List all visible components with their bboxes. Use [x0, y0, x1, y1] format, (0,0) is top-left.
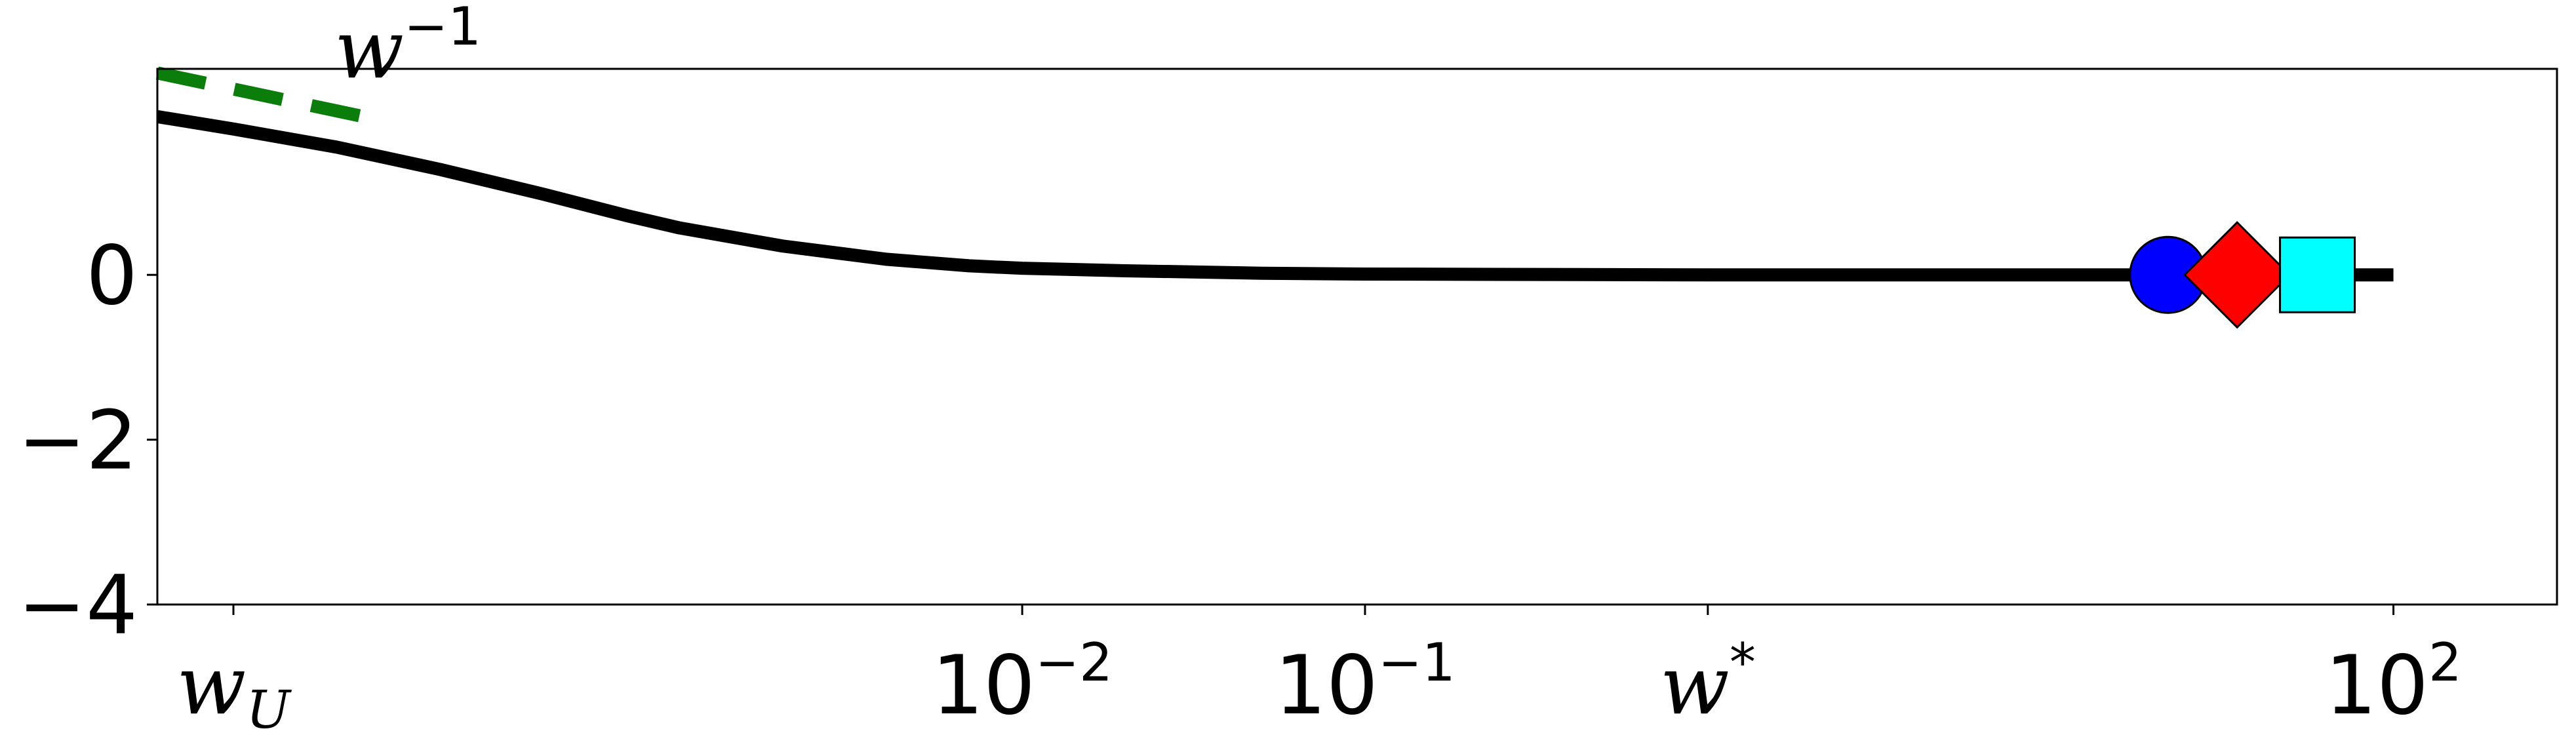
- marker-diamond: [2183, 221, 2291, 329]
- marker-square: [2279, 236, 2356, 313]
- x-tick-label: 102: [2325, 632, 2462, 733]
- series-line-0: [156, 110, 2394, 282]
- x-tick-label: wU: [176, 639, 292, 740]
- x-tick-label: 10−1: [1275, 632, 1456, 733]
- y-tick-label: −4: [18, 559, 138, 653]
- y-axis: 0 −2 −4: [18, 229, 157, 653]
- x-tick-label: 10−2: [932, 632, 1113, 733]
- x-tick-label: w*: [1660, 632, 1756, 733]
- annotations: w−1: [334, 0, 481, 97]
- y-tick-label: −2: [18, 394, 138, 488]
- x-axis: wU 10−2 10−1 w* 102: [176, 605, 2462, 740]
- axes-frame: [156, 68, 2558, 606]
- y-tick-label: 0: [86, 229, 138, 323]
- plot-area: [155, 66, 2394, 329]
- reference-line-label: w−1: [334, 0, 481, 97]
- reference-line: [155, 66, 365, 123]
